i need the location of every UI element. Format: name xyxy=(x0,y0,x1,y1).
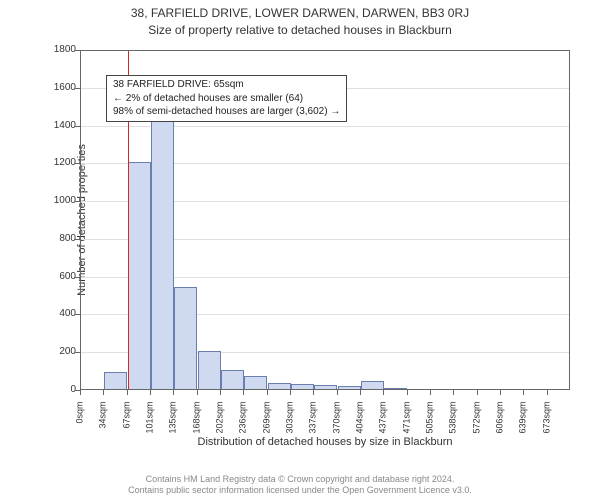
chart-header: 38, FARFIELD DRIVE, LOWER DARWEN, DARWEN… xyxy=(0,0,600,37)
annotation-box: 38 FARFIELD DRIVE: 65sqm ← 2% of detache… xyxy=(106,75,347,122)
chart-container: Number of detached properties 0200400600… xyxy=(0,40,600,450)
y-tick-label: 0 xyxy=(40,385,76,395)
histogram-bar xyxy=(104,372,127,389)
plot-area: 38 FARFIELD DRIVE: 65sqm ← 2% of detache… xyxy=(80,50,570,390)
histogram-bar xyxy=(198,351,221,389)
y-tick-label: 1600 xyxy=(40,83,76,93)
subtitle: Size of property relative to detached ho… xyxy=(0,23,600,37)
histogram-bar xyxy=(244,376,267,389)
annotation-line2: ← 2% of detached houses are smaller (64) xyxy=(113,92,340,106)
y-tick-label: 1200 xyxy=(40,158,76,168)
histogram-bar xyxy=(338,386,361,389)
footer-line2: Contains public sector information licen… xyxy=(0,485,600,496)
y-tick-label: 1800 xyxy=(40,45,76,55)
address-title: 38, FARFIELD DRIVE, LOWER DARWEN, DARWEN… xyxy=(0,6,600,20)
histogram-bar xyxy=(174,287,197,389)
y-tick-label: 600 xyxy=(40,272,76,282)
histogram-bar xyxy=(221,370,244,389)
histogram-bar xyxy=(314,385,337,389)
histogram-bar xyxy=(151,113,174,389)
annotation-line1: 38 FARFIELD DRIVE: 65sqm xyxy=(113,78,340,92)
y-tick-label: 1000 xyxy=(40,196,76,206)
annotation-line3: 98% of semi-detached houses are larger (… xyxy=(113,105,340,119)
histogram-bar xyxy=(128,162,151,389)
y-tick-label: 400 xyxy=(40,309,76,319)
footer-text: Contains HM Land Registry data © Crown c… xyxy=(0,474,600,497)
y-tick-label: 200 xyxy=(40,347,76,357)
y-tick-label: 1400 xyxy=(40,121,76,131)
y-tick-label: 800 xyxy=(40,234,76,244)
histogram-bar xyxy=(361,381,384,389)
histogram-bar xyxy=(268,383,291,389)
histogram-bar xyxy=(384,388,407,390)
x-axis-label: Distribution of detached houses by size … xyxy=(80,436,570,448)
footer-line1: Contains HM Land Registry data © Crown c… xyxy=(0,474,600,485)
histogram-bar xyxy=(291,384,314,389)
